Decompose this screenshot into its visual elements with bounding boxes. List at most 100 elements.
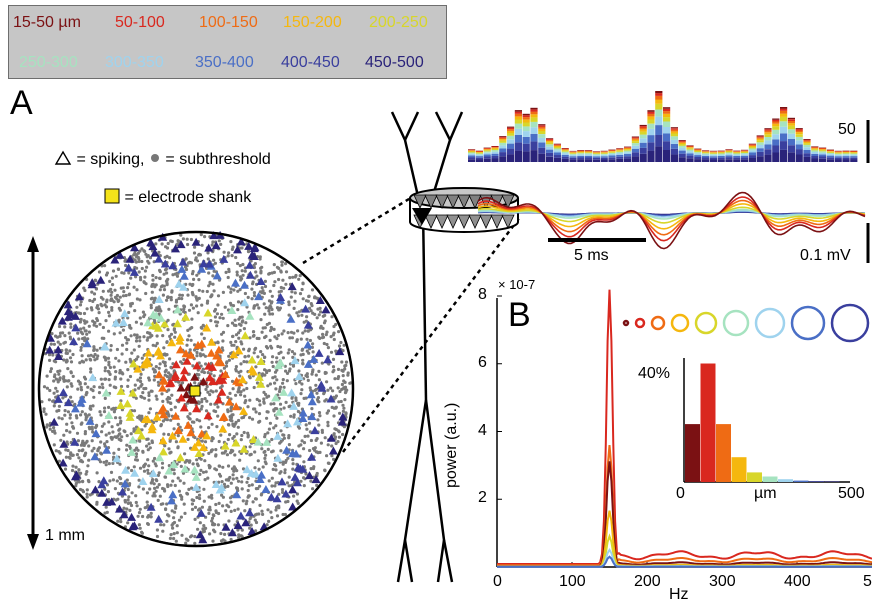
spiking-triangle [181, 349, 191, 358]
spiking-triangle [148, 321, 158, 330]
spiking-triangle [239, 406, 248, 415]
spiking-triangle [203, 411, 213, 420]
spiking-triangle [191, 482, 201, 491]
spiking-triangle [171, 244, 180, 253]
spiking-triangle [159, 376, 169, 384]
spiking-triangle [63, 312, 73, 321]
spiking-triangle [118, 487, 127, 496]
spiking-triangle [241, 518, 251, 527]
spiking-triangle [193, 438, 203, 447]
legend-item: 100-150 [199, 14, 258, 31]
legend-item: 200-250 [369, 14, 428, 31]
spiking-triangle [121, 465, 131, 474]
spiking-triangle [148, 469, 158, 477]
spiking-triangle [115, 504, 124, 513]
spiking-triangle [158, 436, 168, 445]
spiking-triangle [168, 490, 178, 499]
spiking-triangle [176, 240, 186, 249]
spiking-key: = spiking, = subthreshold [54, 150, 271, 169]
spiking-triangle [245, 508, 255, 517]
spiking-triangle [202, 431, 212, 440]
spiking-triangle [123, 399, 132, 408]
spiking-triangle [120, 309, 130, 318]
spiking-triangle [156, 313, 166, 322]
spiking-triangle [69, 337, 79, 346]
spiking-triangle [180, 464, 190, 473]
spiking-triangle [99, 342, 109, 351]
spiking-triangle [58, 388, 68, 397]
spiking-triangle [286, 314, 296, 323]
x-tick-label: 400 [784, 573, 811, 590]
spiking-triangle [256, 277, 266, 285]
zoom-line-bottom [342, 216, 521, 453]
spiking-triangle [218, 424, 228, 433]
inset-bar [747, 472, 762, 482]
spiking-triangle [214, 345, 224, 354]
spiking-triangle [328, 446, 338, 455]
spiking-triangle [247, 355, 257, 364]
spiking-triangle [281, 489, 291, 498]
spiking-triangle [154, 295, 164, 303]
spiking-triangle [70, 437, 80, 446]
legend-item: 15-50 µm [13, 14, 81, 31]
radius-circle [722, 309, 750, 337]
spiking-triangle [273, 361, 283, 370]
spiking-triangle [249, 435, 258, 443]
shank-key-label: = electrode shank [124, 189, 252, 206]
inset-bar-chart [683, 358, 850, 483]
power-line [497, 555, 872, 568]
spiking-triangle [129, 521, 139, 530]
spiking-triangle [169, 460, 179, 468]
spiking-triangle [323, 355, 333, 364]
spiking-triangle [301, 304, 311, 313]
y-axis-label: power (a.u.) [443, 402, 460, 488]
spiking-triangle [209, 231, 219, 240]
spiking-triangle [196, 508, 206, 517]
spiking-triangle [179, 373, 189, 382]
spiking-triangle [168, 261, 178, 270]
spiking-triangle [255, 475, 265, 483]
spiking-triangle [110, 255, 120, 264]
spiking-triangle [91, 429, 101, 438]
spiking-triangle [179, 282, 188, 291]
spike-count-histogram [468, 91, 858, 162]
inset-bar [762, 476, 778, 482]
spiking-triangle [240, 280, 249, 289]
scale-1mm-label: 1 mm [45, 527, 85, 544]
y-tick-label: 2 [478, 489, 487, 506]
legend-item: 300-350 [105, 54, 164, 71]
spiking-triangle [307, 452, 317, 461]
spiking-triangle [99, 476, 109, 485]
spiking-triangle [317, 383, 327, 392]
panel-b-label: B [508, 296, 531, 334]
spiking-triangle [253, 437, 263, 446]
spiking-triangle [326, 394, 336, 403]
spiking-triangle [140, 415, 150, 423]
spiking-triangle [306, 390, 316, 399]
spiking-triangle [240, 331, 250, 340]
spiking-triangle [90, 452, 100, 461]
spiking-triangle [168, 431, 177, 440]
spiking-triangle [179, 403, 189, 412]
spiking-triangle [298, 414, 308, 422]
spiking-triangle [129, 359, 138, 368]
spiking-triangle [183, 420, 193, 429]
spiking-triangle [303, 359, 313, 368]
spiking-triangle [221, 522, 231, 531]
spiking-triangle [305, 471, 314, 480]
spiking-triangle [227, 528, 237, 537]
spiking-triangle [251, 469, 261, 478]
spiking-triangle [218, 413, 228, 421]
spiking-triangle [154, 514, 164, 523]
electrode-schematic [390, 111, 464, 583]
spiking-triangle [227, 306, 237, 314]
spiking-triangle [289, 401, 299, 410]
spiking-triangle [77, 394, 87, 403]
spiking-triangle [182, 356, 192, 365]
spiking-triangle [90, 485, 100, 494]
spiking-triangle [96, 275, 106, 284]
spiking-triangle [197, 264, 207, 273]
spiking-triangle [245, 311, 255, 320]
spiking-triangle [236, 237, 246, 246]
legend: 15-50 µm 50-100 100-150 150-200 200-250 … [8, 5, 447, 79]
